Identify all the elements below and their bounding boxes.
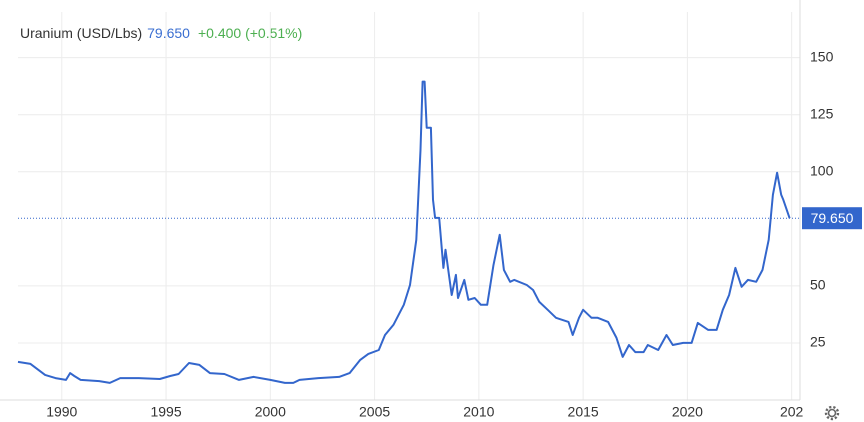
last-price-label: 79.650	[811, 210, 854, 226]
price: 79.650	[147, 25, 190, 41]
price-line	[17, 80, 791, 384]
x-tick-label: 2015	[568, 404, 599, 420]
x-tick-label: 202	[780, 404, 804, 420]
y-tick-label: 25	[810, 334, 826, 350]
settings-icon[interactable]	[824, 405, 840, 421]
y-tick-label: 100	[810, 162, 834, 178]
x-tick-label: 2000	[255, 404, 286, 420]
chart-title: Uranium (USD/Lbs)	[20, 25, 142, 41]
x-tick-label: 1990	[46, 404, 77, 420]
x-tick-label: 2010	[463, 404, 494, 420]
y-tick-label: 125	[810, 105, 834, 121]
gear-teeth	[824, 405, 840, 421]
grid	[18, 12, 800, 400]
y-tick-label: 150	[810, 48, 834, 64]
y-tick-label: 50	[810, 277, 826, 293]
last-price-tag	[802, 207, 862, 230]
gear-hub	[827, 408, 837, 418]
header: Uranium (USD/Lbs) 79.650 +0.400 (+0.51%)	[20, 25, 302, 41]
price-change: +0.400 (+0.51%)	[198, 25, 302, 41]
x-tick-label: 2020	[672, 404, 703, 420]
x-tick-label: 2005	[359, 404, 390, 420]
x-tick-label: 1995	[150, 404, 181, 420]
